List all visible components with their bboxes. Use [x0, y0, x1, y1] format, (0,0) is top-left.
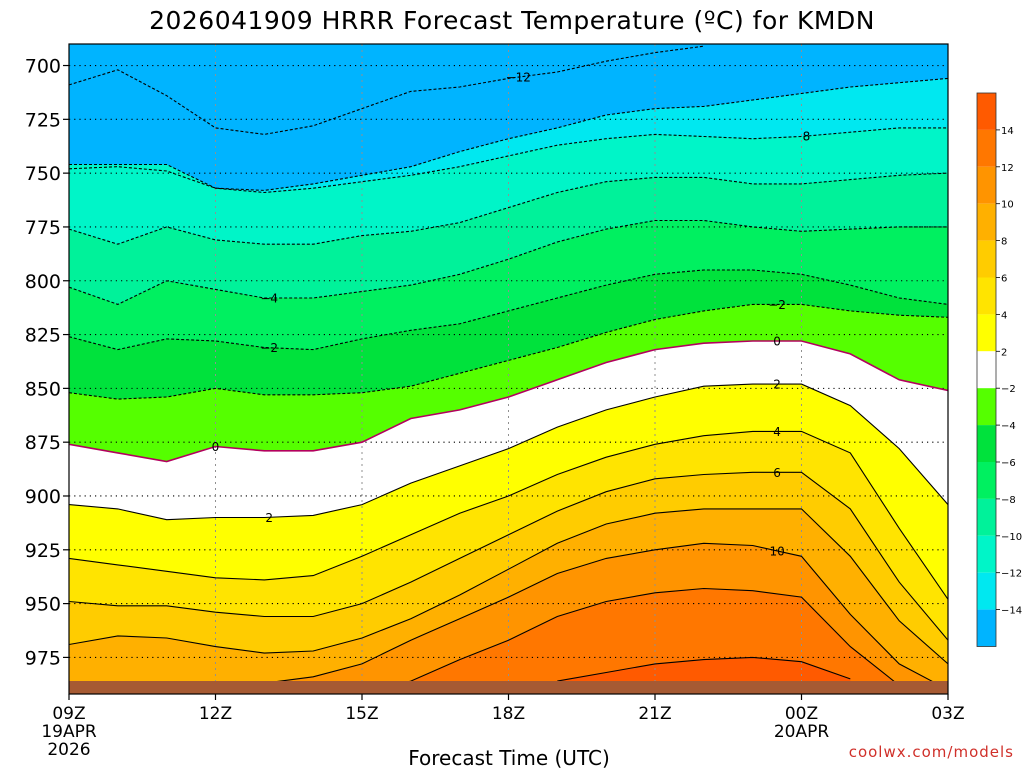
x-tick-label-0: 09Z: [52, 704, 85, 724]
isotherm-line-4: [69, 219, 948, 305]
colorbar-tick-9: −6: [1001, 458, 1016, 469]
colorbar-tick-12: −12: [1001, 569, 1022, 580]
colorbar-tick-6: 2: [1001, 347, 1007, 358]
isotherm-line-5: [69, 269, 948, 351]
isotherm-label-5: 0: [212, 440, 220, 454]
colorbar-tick-3: 8: [1001, 237, 1007, 248]
colorbar-tick-11: −10: [1001, 532, 1022, 543]
isotherm-line-10: [69, 471, 948, 641]
isotherm-label-3: −2: [260, 341, 278, 355]
isotherm-line-8: [69, 383, 948, 521]
x-tick-date-5: 20APR: [774, 722, 830, 742]
colorbar-swatch-1: [977, 129, 996, 167]
isotherm-line-11: [69, 508, 948, 665]
y-tick-label-875: 875: [25, 432, 61, 454]
isotherm-line-0: [69, 45, 704, 135]
colorbar-legend: 14 12 10 8 6 4 2 −2 −4 −6 −8 −10 −12 −14: [976, 92, 1022, 647]
colorbar-tick-4: 6: [1001, 274, 1007, 285]
x-tick-label-5: 00Z: [785, 704, 818, 724]
y-tick-label-700: 700: [25, 56, 61, 78]
colorbar-tick-1: 12: [1001, 163, 1014, 174]
isotherm-label-8: 2: [773, 378, 781, 392]
isotherm-label-9: 4: [773, 425, 781, 439]
isotherm-line-1: [69, 77, 948, 191]
y-tick-label-775: 775: [25, 217, 61, 239]
colorbar-swatch-4: [977, 240, 996, 278]
y-tick-label-925: 925: [25, 540, 61, 562]
colorbar-tick-5: 4: [1001, 310, 1007, 321]
colorbar-tick-0: 14: [1001, 126, 1014, 137]
credit-text: coolwx.com/models: [849, 743, 1014, 761]
isotherm-labels: −12 8 −4 −2 −2 0 0 2 2 4 6 10: [212, 71, 811, 559]
colorbar-swatch-7: [977, 351, 996, 389]
isotherm-line-7: [69, 340, 948, 463]
colorbar-tick-8: −4: [1001, 421, 1016, 432]
colorbar-swatch-12: [977, 535, 996, 573]
x-tick-year-0: 2026: [47, 740, 90, 760]
colorbar-swatch-0: [977, 93, 996, 130]
y-tick-label-975: 975: [25, 647, 61, 669]
colorbar-swatch-9: [977, 425, 996, 462]
y-tick-label-950: 950: [25, 594, 61, 616]
isotherm-label-4: −2: [768, 298, 786, 312]
isotherm-label-1: 8: [803, 130, 811, 144]
x-tick-date-0: 19APR: [41, 722, 97, 742]
y-axis: 700 725 750 775 800 825 850 875 900 925 950 975: [25, 56, 69, 669]
colorbar-swatch-14: [977, 609, 996, 647]
colorbar-swatch-13: [977, 572, 996, 610]
colorbar-swatch-10: [977, 462, 996, 499]
y-tick-label-725: 725: [25, 109, 61, 131]
isotherm-label-7: 2: [265, 511, 273, 525]
ground-terrain: [69, 681, 948, 694]
colorbar-tick-7: −2: [1001, 384, 1016, 395]
isotherm-label-2: −4: [260, 291, 278, 305]
y-tick-label-800: 800: [25, 271, 61, 293]
isotherm-label-10: 6: [773, 466, 781, 480]
isotherm-label-0: −12: [506, 71, 531, 85]
isotherm-label-6: 0: [773, 335, 781, 349]
y-tick-label-825: 825: [25, 325, 61, 347]
x-tick-label-1: 12Z: [199, 704, 232, 724]
plot-gridlines: [69, 44, 948, 694]
chart-title: 2026041909 HRRR Forecast Temperature (ºC…: [149, 6, 875, 35]
colorbar-tick-10: −8: [1001, 495, 1016, 506]
colorbar-tick-2: 10: [1001, 200, 1014, 211]
isotherm-line-9: [69, 430, 948, 600]
colorbar-swatch-3: [977, 203, 996, 241]
x-tick-label-4: 21Z: [638, 704, 671, 724]
x-tick-label-6: 03Z: [931, 704, 964, 724]
x-tick-label-2: 15Z: [345, 704, 378, 724]
y-tick-label-900: 900: [25, 486, 61, 508]
isotherm-line-12: [215, 542, 948, 691]
colorbar-frame: [976, 92, 997, 647]
colorbar-tick-13: −14: [1001, 606, 1022, 617]
y-tick-label-850: 850: [25, 378, 61, 400]
isotherm-line-2: [69, 127, 948, 194]
colorbar-swatch-8: [977, 388, 996, 426]
isotherm-line-3: [69, 172, 948, 245]
colorbar-swatch-11: [977, 498, 996, 536]
x-tick-label-3: 18Z: [492, 704, 525, 724]
x-axis-label: Forecast Time (UTC): [408, 746, 610, 768]
isotherm-line-13: [361, 587, 900, 693]
isotherm-line-6: [69, 303, 948, 400]
colorbar-swatch-2: [977, 166, 996, 204]
colorbar-swatch-6: [977, 314, 996, 352]
isotherm-lines: [69, 45, 948, 693]
colorbar-swatch-5: [977, 277, 996, 315]
isotherm-line-14: [557, 656, 851, 682]
y-tick-label-750: 750: [25, 163, 61, 185]
isotherm-label-11: 10: [769, 544, 784, 558]
